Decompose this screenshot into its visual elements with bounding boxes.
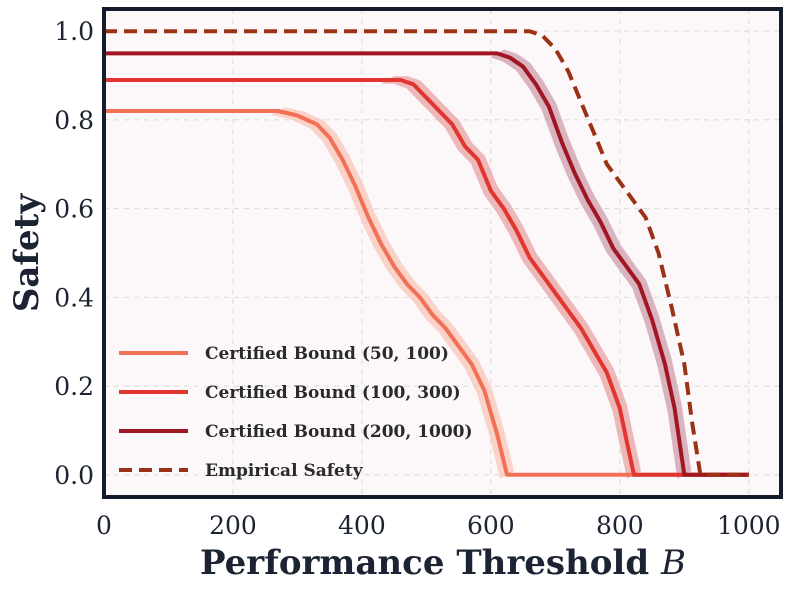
x-tick-label: 400	[338, 511, 386, 540]
legend-label: Certified Bound (50, 100)	[205, 344, 449, 364]
series-line-2	[104, 51, 749, 477]
y-tick-label: 0.4	[54, 283, 94, 312]
x-tick-labels: 0 200 400 600 800 1000	[96, 511, 781, 540]
x-axis-label-variable: B	[660, 543, 686, 583]
y-tick-label: 0.6	[54, 195, 94, 224]
legend: Certified Bound (50, 100) Certified Bound…	[119, 344, 473, 481]
legend-label: Certified Bound (100, 300)	[205, 383, 461, 403]
x-tick-label: 200	[209, 511, 257, 540]
y-tick-labels: 0.0 0.2 0.4 0.6 0.8 1.0	[54, 17, 94, 490]
x-tick-label: 0	[96, 511, 112, 540]
band-series-2	[490, 49, 692, 479]
legend-label: Empirical Safety	[205, 461, 364, 481]
y-tick-label: 0.8	[54, 106, 94, 135]
y-tick-label: 0.0	[54, 461, 94, 490]
x-tick-label: 600	[467, 511, 515, 540]
y-axis-label: Safety	[7, 193, 47, 313]
x-tick-label: 1000	[717, 511, 781, 540]
series-line-0	[104, 109, 749, 477]
plot-frame	[102, 7, 783, 499]
confidence-bands	[271, 49, 692, 479]
y-tick-label: 0.2	[54, 372, 94, 401]
series-line-1	[104, 78, 749, 477]
y-tick-label: 1.0	[54, 17, 94, 46]
legend-label: Certified Bound (200, 1000)	[205, 422, 473, 442]
series-lines	[104, 29, 749, 477]
series-line-3	[104, 29, 749, 477]
x-tick-label: 800	[596, 511, 644, 540]
x-axis-label-text: Performance Threshold	[200, 543, 649, 583]
x-axis-label: Performance Threshold B	[200, 543, 686, 583]
